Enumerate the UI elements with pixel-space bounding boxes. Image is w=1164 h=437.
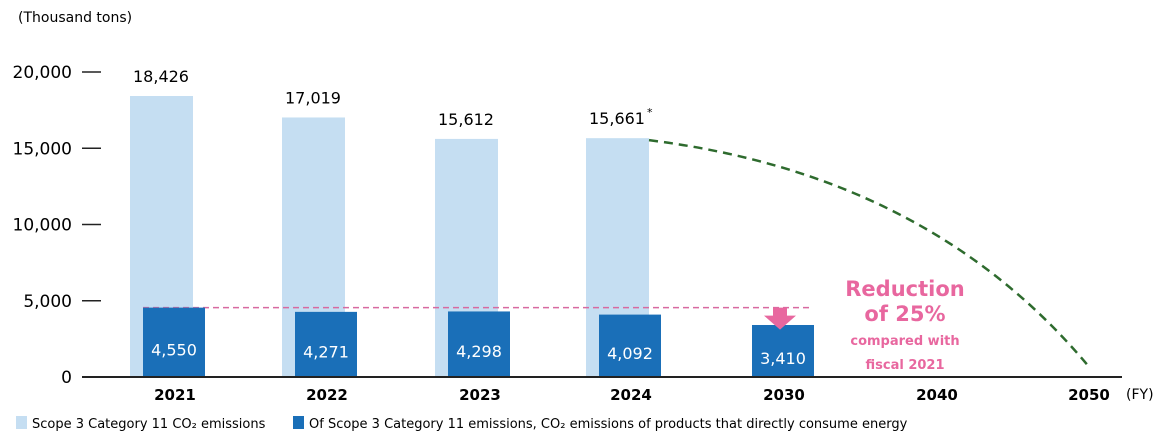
x-tick-label-2050: 2050	[1068, 386, 1110, 404]
x-tick-label-2023: 2023	[459, 386, 501, 404]
annotation-line-4: fiscal 2021	[865, 358, 944, 373]
y-tick-label: 15,000	[13, 139, 72, 159]
legend-label-scope3: Scope 3 Category 11 CO₂ emissions	[32, 417, 266, 432]
trajectory-line	[648, 138, 1091, 369]
bar-label-direct-energy-2023: 4,298	[456, 342, 502, 361]
y-tick-label: 0	[61, 368, 72, 388]
bar-label-direct-energy-2021: 4,550	[151, 340, 197, 359]
reduction-arrow-icon	[764, 307, 796, 330]
x-tick-label-2021: 2021	[154, 386, 196, 404]
x-unit: (FY)	[1126, 387, 1154, 403]
bar-direct-energy-2030	[752, 324, 814, 377]
bar-direct-energy-2024	[599, 314, 661, 377]
y-tick-label: 5,000	[23, 292, 72, 312]
x-tick-label-2040: 2040	[916, 386, 958, 404]
bar-label-scope3-2024: 15,661	[589, 109, 645, 128]
x-tick-label-2030: 2030	[763, 386, 805, 404]
annotation-line-3: compared with	[850, 334, 959, 349]
x-tick-label-2022: 2022	[306, 386, 348, 404]
legend-swatch-direct-energy	[293, 416, 304, 429]
unit-label: (Thousand tons)	[18, 10, 132, 26]
bar-label-scope3-2022: 17,019	[285, 88, 341, 107]
annotation-line-2: of 25%	[864, 302, 945, 326]
bar-label-direct-energy-2030: 3,410	[760, 349, 806, 368]
bar-label-scope3-2023: 15,612	[438, 110, 494, 129]
bar-direct-energy-2022	[295, 311, 357, 377]
y-tick-label: 20,000	[13, 63, 72, 83]
y-tick-label: 10,000	[13, 216, 72, 236]
bar-direct-energy-2023	[448, 311, 510, 377]
bar-direct-energy-2021	[143, 307, 205, 377]
footnote-mark: *	[647, 106, 653, 119]
bar-label-direct-energy-2022: 4,271	[303, 342, 349, 361]
x-tick-label-2024: 2024	[610, 386, 652, 404]
annotation-line-1: Reduction	[845, 277, 964, 301]
bar-label-scope3-2021: 18,426	[133, 67, 189, 86]
bar-label-direct-energy-2024: 4,092	[607, 344, 653, 363]
legend-swatch-scope3	[16, 416, 27, 429]
legend-label-direct-energy: Of Scope 3 Category 11 emissions, CO₂ em…	[309, 417, 908, 432]
